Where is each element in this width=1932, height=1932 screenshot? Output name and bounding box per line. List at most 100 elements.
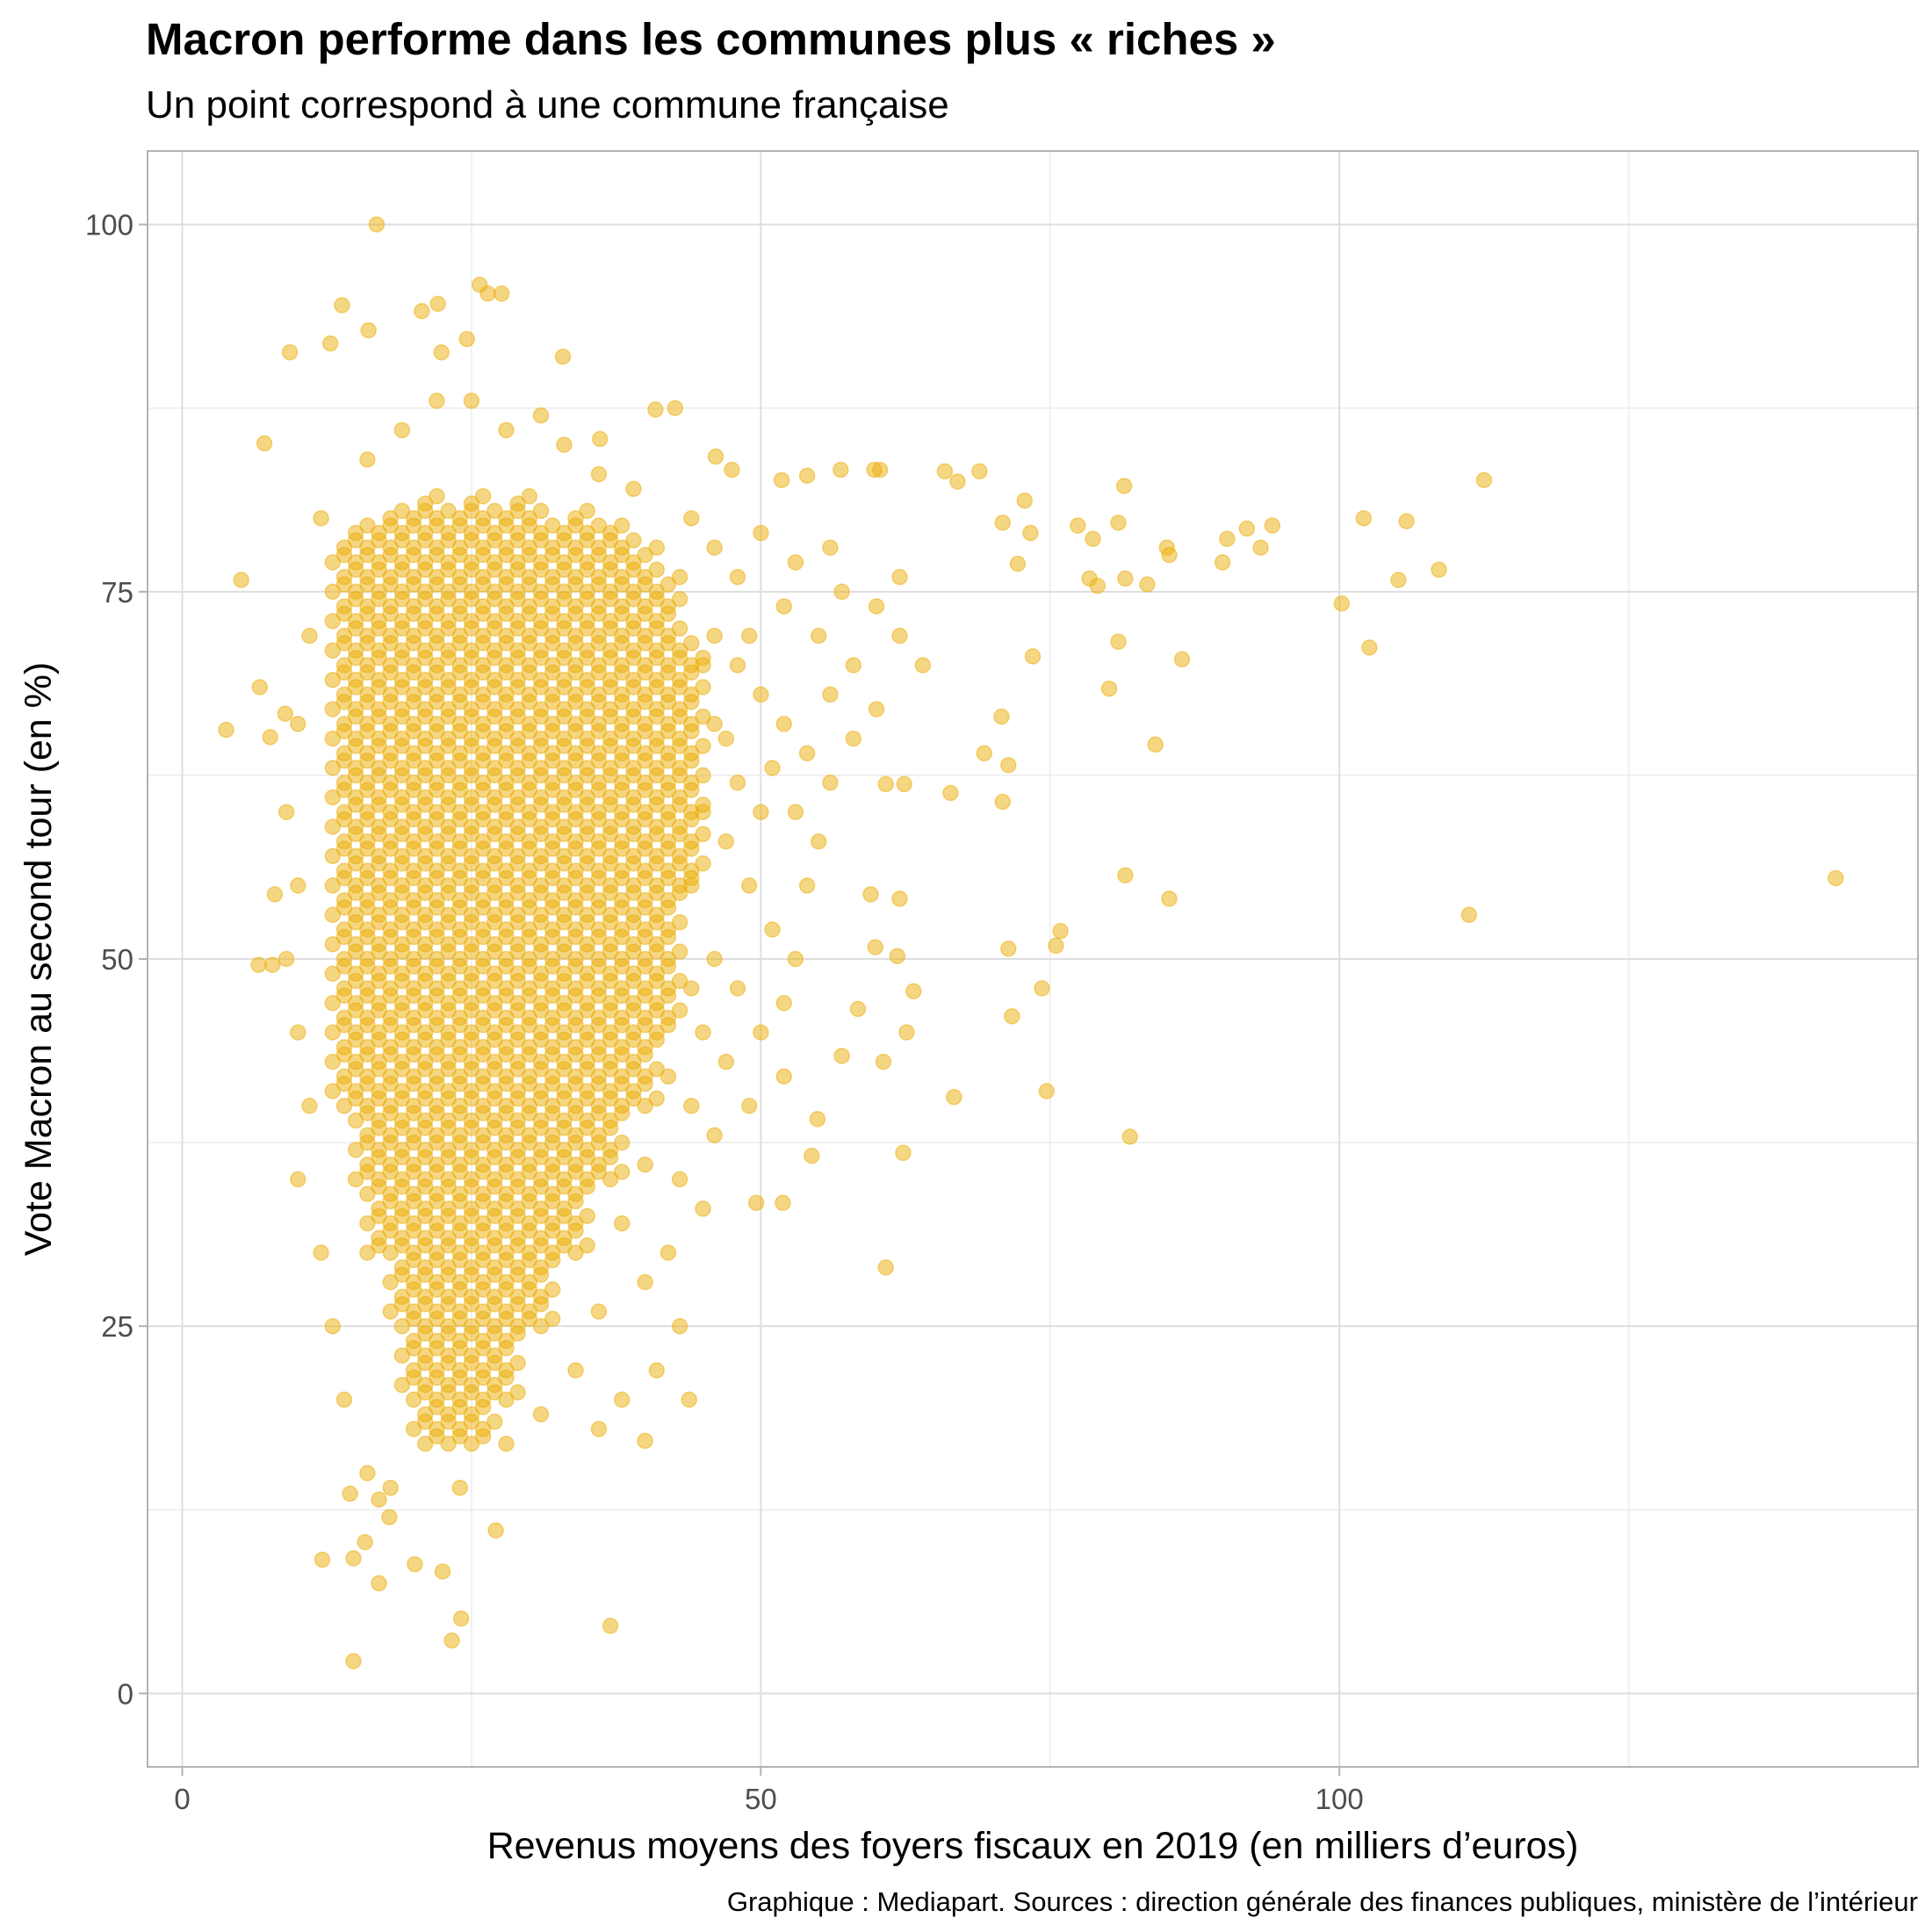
data-point xyxy=(359,605,376,623)
data-point xyxy=(579,767,595,784)
data-point xyxy=(613,899,631,916)
data-point xyxy=(695,767,711,784)
data-point xyxy=(753,1024,769,1041)
data-point xyxy=(809,1111,826,1128)
data-point xyxy=(544,811,561,828)
data-point xyxy=(648,590,666,608)
data-point xyxy=(498,422,515,439)
data-point xyxy=(625,738,642,754)
data-point xyxy=(498,517,515,534)
data-point xyxy=(579,708,595,725)
data-point xyxy=(905,983,922,1000)
data-point xyxy=(1110,514,1127,531)
data-point xyxy=(440,1149,457,1166)
y-axis-title: Vote Macron au second tour (en %) xyxy=(18,662,60,1256)
data-point xyxy=(405,576,422,593)
data-point xyxy=(487,884,503,901)
data-point xyxy=(474,1398,492,1416)
data-point xyxy=(579,1179,595,1195)
data-point xyxy=(281,343,299,361)
data-point xyxy=(474,1046,492,1063)
data-point xyxy=(451,869,469,887)
data-point xyxy=(567,899,584,916)
data-point xyxy=(567,958,584,975)
data-point xyxy=(440,532,457,549)
data-point xyxy=(764,921,781,938)
data-point xyxy=(463,649,480,667)
chart-subtitle: Un point correspond à une commune frança… xyxy=(146,83,949,126)
data-point xyxy=(357,1533,373,1551)
data-point xyxy=(556,943,573,960)
data-point xyxy=(405,694,422,710)
data-point xyxy=(637,546,653,564)
data-point xyxy=(532,407,550,424)
data-point xyxy=(637,1156,653,1173)
data-point xyxy=(648,855,666,872)
data-point xyxy=(521,694,538,710)
data-point xyxy=(637,899,653,916)
data-point xyxy=(567,517,584,534)
data-point xyxy=(683,980,700,997)
data-point xyxy=(416,590,434,608)
data-point xyxy=(335,811,353,828)
data-point xyxy=(498,694,515,710)
data-point xyxy=(440,1120,457,1136)
data-point xyxy=(521,1046,538,1063)
data-point xyxy=(440,767,457,784)
data-point xyxy=(695,657,711,674)
data-point xyxy=(544,928,561,946)
data-point xyxy=(532,738,550,754)
data-point xyxy=(509,1236,526,1254)
data-point xyxy=(544,605,561,623)
data-point xyxy=(567,811,584,828)
data-point xyxy=(498,1075,515,1092)
data-point xyxy=(695,804,711,820)
data-point xyxy=(556,913,573,931)
data-point xyxy=(277,705,294,722)
data-point xyxy=(335,1046,353,1063)
data-point xyxy=(405,664,422,681)
data-point xyxy=(440,1384,457,1401)
data-point xyxy=(474,1075,492,1092)
data-point xyxy=(416,1061,434,1078)
data-point xyxy=(625,649,642,667)
data-point xyxy=(648,649,666,667)
data-point xyxy=(1333,595,1351,612)
data-point xyxy=(1000,941,1017,957)
data-point xyxy=(463,825,480,843)
data-point xyxy=(487,590,503,608)
data-point xyxy=(773,472,790,488)
data-point xyxy=(405,1164,422,1180)
data-point xyxy=(451,840,469,857)
data-point xyxy=(382,752,399,769)
data-point xyxy=(590,1017,608,1034)
data-point xyxy=(440,738,457,754)
data-point xyxy=(347,1061,364,1078)
data-point xyxy=(868,598,885,615)
data-point xyxy=(532,502,550,520)
data-point xyxy=(1431,561,1447,578)
data-point xyxy=(290,1171,306,1188)
data-point xyxy=(590,869,608,887)
data-point xyxy=(347,1112,364,1129)
data-point xyxy=(683,694,700,710)
data-point xyxy=(648,767,666,784)
data-point xyxy=(382,1164,399,1180)
data-point xyxy=(695,1200,711,1217)
data-point xyxy=(509,1384,526,1401)
data-point xyxy=(1117,570,1134,588)
data-point xyxy=(463,393,480,409)
data-point xyxy=(429,1251,445,1269)
data-point xyxy=(416,797,434,813)
data-point xyxy=(740,627,758,645)
data-point xyxy=(335,840,353,857)
data-point xyxy=(891,627,908,645)
data-point xyxy=(429,605,445,623)
data-point xyxy=(405,546,422,564)
data-point xyxy=(382,840,399,857)
data-point xyxy=(556,825,573,843)
data-point xyxy=(613,605,631,623)
data-point xyxy=(532,1179,550,1195)
data-point xyxy=(567,664,584,681)
